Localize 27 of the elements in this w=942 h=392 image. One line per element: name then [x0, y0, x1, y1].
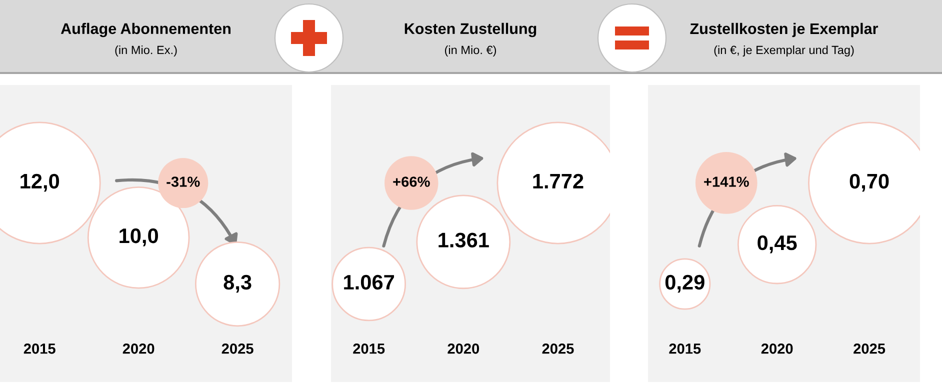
- data-label: 0,45: [758, 235, 797, 254]
- text: -31%: [166, 176, 200, 187]
- category-label: 2015: [669, 343, 701, 354]
- text: (in Mio. Ex.): [115, 46, 177, 56]
- text: (in €, je Exemplar und Tag): [714, 46, 854, 57]
- data-label: 1.772: [533, 174, 584, 188]
- text: Zustellkosten je Exemplar: [690, 22, 878, 38]
- category-label: 2020: [122, 343, 154, 354]
- category-label: 2020: [448, 343, 480, 354]
- data-label: 12,0: [20, 174, 60, 192]
- category-label: 2025: [542, 343, 574, 354]
- category-label: 2025: [854, 343, 886, 354]
- data-label: 8,3: [224, 274, 252, 293]
- text: Kosten Zustellung: [404, 22, 536, 38]
- category-label: 2015: [24, 343, 56, 354]
- data-label: 0,70: [850, 174, 889, 192]
- data-label: 1.361: [438, 232, 489, 248]
- text: (in Mio. €): [444, 46, 496, 56]
- data-label: 1.067: [344, 274, 394, 290]
- category-label: 2020: [761, 343, 793, 354]
- category-label: 2025: [222, 343, 254, 354]
- data-label: 0,29: [665, 274, 704, 293]
- text: Auflage Abonnementen: [60, 22, 230, 38]
- text: +141%: [704, 176, 749, 187]
- category-label: 2015: [353, 343, 385, 354]
- text: +66%: [393, 176, 430, 187]
- data-label: 10,0: [120, 228, 158, 246]
